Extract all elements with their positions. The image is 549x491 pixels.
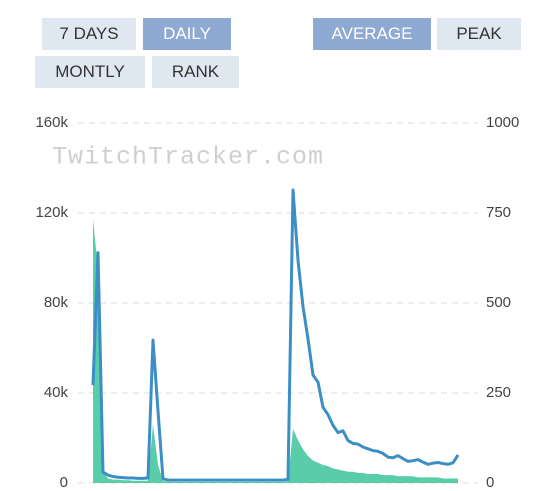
y2-tick-label: 750 [486,204,511,221]
y-tick-label: 40k [44,384,69,401]
y2-tick-label: 0 [486,474,494,491]
y2-tick-label: 250 [486,384,511,401]
button[interactable]: DAILY [143,18,231,50]
button[interactable]: 7 DAYS [42,18,136,50]
button[interactable]: MONTLY [35,56,145,88]
y-tick-label: 160k [35,114,68,131]
y-tick-label: 80k [44,294,69,311]
line [91,188,460,482]
y-tick-label: 0 [60,474,68,491]
y2-tick-label: 500 [486,294,511,311]
button[interactable]: RANK [152,56,239,88]
button[interactable]: AVERAGE [313,18,431,50]
y-tick-label: 120k [35,204,68,221]
y2-tick-label: 1000 [486,114,519,131]
watermark: TwitchTracker.com [52,143,324,172]
button[interactable]: PEAK [437,18,521,50]
